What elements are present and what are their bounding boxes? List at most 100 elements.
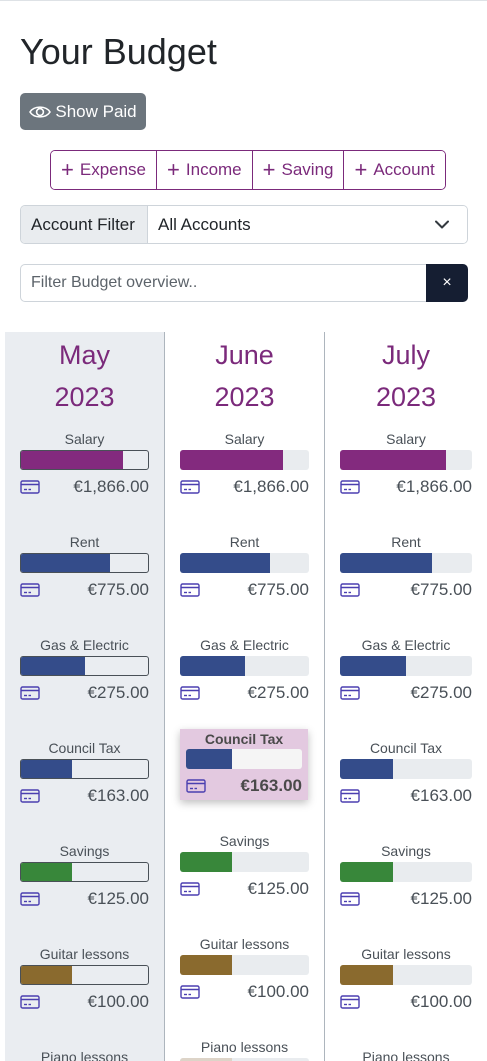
budget-item-amount: €275.00 [87, 683, 149, 702]
credit-card-icon[interactable] [180, 985, 200, 999]
budget-progress-bar [20, 450, 149, 470]
credit-card-icon[interactable] [340, 686, 360, 700]
chevron-down-icon [435, 220, 449, 229]
budget-item-amount: €775.00 [87, 580, 149, 599]
budget-progress-bar [180, 955, 309, 975]
add-income-button[interactable]: + Income [157, 151, 253, 189]
budget-item[interactable]: Gas & Electric €275.00 [340, 636, 472, 729]
budget-progress-bar [340, 759, 472, 779]
add-saving-label: Saving [281, 160, 334, 179]
budget-progress-fill [340, 965, 393, 985]
credit-card-icon[interactable] [20, 480, 40, 494]
credit-card-icon[interactable] [340, 892, 360, 906]
month-heading: May 2023 [20, 334, 149, 420]
budget-item[interactable]: Savings €125.00 [20, 842, 149, 935]
budget-item[interactable]: Guitar lessons €100.00 [20, 945, 149, 1038]
budget-progress-bar [340, 862, 472, 882]
budget-progress-fill [340, 553, 433, 573]
budget-item-amount: €163.00 [240, 776, 302, 795]
budget-progress-bar [180, 852, 309, 872]
budget-progress-fill [180, 852, 232, 872]
budget-item-name: Gas & Electric [361, 637, 451, 653]
budget-progress-fill [21, 554, 110, 572]
budget-search-input[interactable] [20, 264, 426, 302]
account-filter-label: Account Filter [21, 206, 148, 243]
budget-item[interactable]: Rent €775.00 [340, 533, 472, 626]
budget-item[interactable]: Rent €775.00 [20, 533, 149, 626]
budget-item-footer: €275.00 [340, 682, 472, 704]
credit-card-icon[interactable] [20, 789, 40, 803]
budget-item[interactable]: Savings €125.00 [340, 842, 472, 935]
credit-card-icon[interactable] [20, 995, 40, 1009]
budget-item-amount: €100.00 [410, 992, 472, 1011]
budget-item[interactable]: Council Tax €163.00 [20, 739, 149, 832]
budget-item[interactable]: Salary €1,866.00 [180, 430, 309, 523]
budget-progress-fill [180, 450, 284, 470]
budget-item[interactable]: Council Tax €163.00 [340, 739, 472, 832]
budget-item-footer: €1,866.00 [20, 476, 149, 498]
credit-card-icon[interactable] [340, 583, 360, 597]
budget-item[interactable]: Guitar lessons €100.00 [340, 945, 472, 1038]
budget-item[interactable]: Piano lessons€100.00 [180, 1038, 309, 1061]
plus-icon: + [167, 157, 180, 182]
credit-card-icon[interactable] [340, 789, 360, 803]
budget-progress-fill [180, 1058, 232, 1061]
budget-item-amount: €775.00 [410, 580, 472, 599]
credit-card-icon[interactable] [180, 882, 200, 896]
budget-item[interactable]: Gas & Electric €275.00 [20, 636, 149, 729]
budget-progress-bar [186, 749, 302, 769]
budget-item-name: Guitar lessons [39, 946, 130, 962]
month-column-may: May 2023 Salary €1,866.00 Rent €775.00 Gas & E… [5, 332, 165, 1061]
budget-item[interactable]: Guitar lessons €100.00 [180, 935, 309, 1028]
credit-card-icon[interactable] [180, 480, 200, 494]
budget-item-amount: €125.00 [247, 879, 309, 898]
budget-progress-bar [20, 759, 149, 779]
budget-progress-bar [180, 1058, 309, 1061]
budget-item-footer: €1,866.00 [180, 476, 309, 498]
budget-item[interactable]: Savings €125.00 [180, 832, 309, 925]
add-income-label: Income [185, 160, 242, 179]
budget-progress-fill [340, 656, 406, 676]
budget-item[interactable]: Piano lessons€100.00 [340, 1048, 472, 1061]
add-saving-button[interactable]: + Saving [252, 151, 345, 189]
credit-card-icon[interactable] [186, 779, 206, 793]
show-paid-button[interactable]: Show Paid [20, 93, 146, 130]
budget-progress-bar [340, 656, 472, 676]
eye-icon [29, 105, 52, 118]
credit-card-icon[interactable] [20, 686, 40, 700]
clear-search-button[interactable]: × [426, 264, 468, 302]
add-account-label: Account [373, 160, 435, 179]
budget-item[interactable]: Gas & Electric €275.00 [180, 636, 309, 729]
add-expense-button[interactable]: + Expense [51, 151, 158, 189]
budget-progress-fill [340, 759, 393, 779]
month-name: June [215, 340, 274, 370]
budget-item-footer: €100.00 [340, 991, 472, 1013]
budget-item-name: Salary [64, 431, 105, 447]
budget-item[interactable]: Council Tax €163.00 [180, 729, 309, 822]
budget-item-amount: €163.00 [410, 786, 472, 805]
budget-progress-fill [21, 863, 72, 881]
highlighted-budget-item[interactable]: Council Tax €163.00 [180, 729, 308, 800]
budget-item[interactable]: Piano lessons€100.00 [20, 1048, 149, 1061]
add-account-button[interactable]: + Account [344, 151, 445, 189]
budget-item-footer: €125.00 [20, 888, 149, 910]
budget-item[interactable]: Rent €775.00 [180, 533, 309, 626]
account-filter-select[interactable]: All Accounts [148, 206, 467, 243]
credit-card-icon[interactable] [180, 686, 200, 700]
credit-card-icon[interactable] [20, 583, 40, 597]
budget-item[interactable]: Salary €1,866.00 [340, 430, 472, 523]
budget-progress-fill [21, 451, 123, 469]
credit-card-icon[interactable] [340, 480, 360, 494]
credit-card-icon[interactable] [20, 892, 40, 906]
show-paid-label: Show Paid [55, 101, 137, 121]
month-name: July [381, 340, 430, 370]
plus-icon: + [61, 157, 74, 182]
credit-card-icon[interactable] [180, 583, 200, 597]
budget-progress-bar [340, 965, 472, 985]
budget-item[interactable]: Salary €1,866.00 [20, 430, 149, 523]
credit-card-icon[interactable] [340, 995, 360, 1009]
budget-progress-bar [20, 862, 149, 882]
budget-item-name: Council Tax [204, 731, 284, 747]
budget-item-amount: €775.00 [247, 580, 309, 599]
account-filter: Account Filter All Accounts [20, 205, 468, 244]
